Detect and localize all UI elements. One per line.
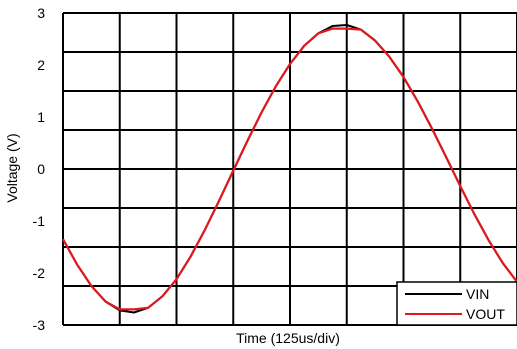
legend-box — [396, 281, 517, 326]
y-tick-labels: 3 2 1 0 -1 -2 -3 — [33, 5, 46, 333]
series-lines — [62, 24, 517, 314]
y-tick-label: -1 — [33, 213, 46, 229]
y-tick-label: 3 — [37, 5, 45, 21]
y-tick-label: 2 — [37, 57, 45, 73]
series-line-vout — [62, 27, 517, 311]
y-axis-label: Voltage (V) — [4, 133, 20, 202]
legend-label-vout: VOUT — [466, 306, 505, 322]
y-tick-label: 1 — [37, 109, 45, 125]
y-tick-label: -2 — [33, 265, 46, 281]
y-tick-label: 0 — [37, 161, 45, 177]
legend: VIN VOUT — [396, 281, 517, 326]
y-tick-label: -3 — [33, 317, 46, 333]
legend-label-vin: VIN — [466, 286, 489, 302]
plot-grid — [62, 12, 517, 326]
x-axis-label: Time (125us/div) — [236, 330, 340, 346]
